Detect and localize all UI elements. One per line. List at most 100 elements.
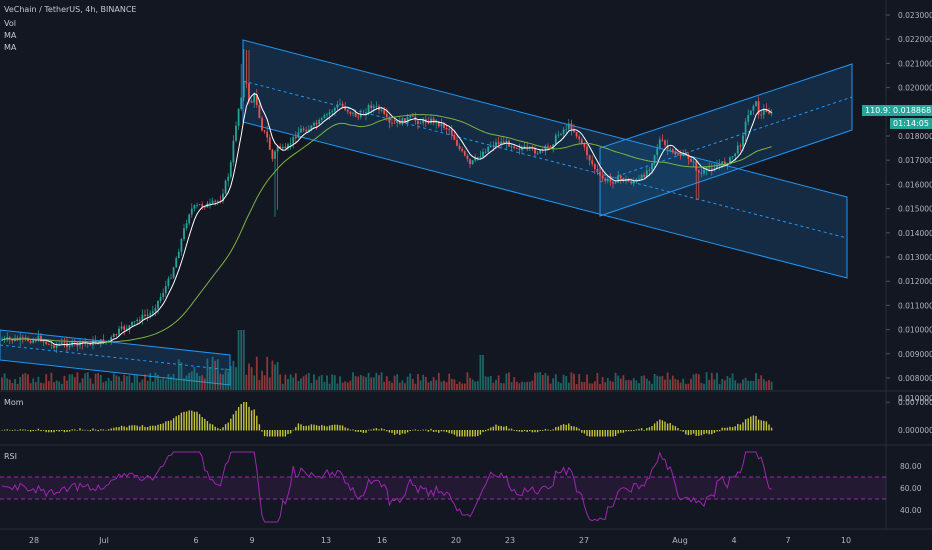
- momentum-bar: [211, 424, 214, 431]
- volume-bar: [97, 373, 100, 390]
- volume-bar: [565, 376, 568, 390]
- volume-bar: [193, 366, 196, 390]
- volume-bar: [398, 382, 401, 390]
- volume-bar: [89, 378, 92, 390]
- momentum-bar: [591, 430, 593, 437]
- candle-body: [183, 228, 185, 240]
- momentum-bar: [721, 427, 723, 431]
- candle-body: [466, 155, 469, 160]
- candle-body: [752, 105, 755, 111]
- candle-body: [586, 146, 588, 156]
- volume-bar: [84, 373, 87, 390]
- candle-body: [456, 139, 458, 146]
- candle-body: [149, 313, 152, 315]
- volume-bar: [627, 379, 630, 390]
- volume-bar: [261, 370, 263, 390]
- momentum-bar: [425, 429, 427, 431]
- candle-body: [557, 134, 560, 136]
- candle-body: [632, 181, 635, 184]
- volume-bar: [656, 375, 659, 390]
- candle-body: [645, 170, 648, 177]
- momentum-bar: [1, 430, 3, 431]
- candle-body: [315, 122, 318, 125]
- volume-bar: [510, 382, 513, 390]
- volume-bar: [716, 372, 718, 390]
- volume-bar: [240, 330, 243, 390]
- candle-body: [664, 140, 666, 146]
- volume-bar: [359, 375, 362, 390]
- momentum-bar: [118, 427, 120, 431]
- momentum-bar: [414, 429, 417, 431]
- candle-body: [708, 167, 711, 169]
- indicator-vol[interactable]: Vol: [4, 19, 16, 28]
- momentum-bar: [378, 429, 380, 431]
- candle-body: [500, 141, 503, 144]
- volume-bar: [471, 379, 474, 390]
- candle-body: [669, 149, 672, 150]
- volume-bar: [508, 372, 510, 390]
- volume-bar: [619, 378, 622, 390]
- volume-bar: [11, 382, 14, 390]
- volume-bar: [570, 372, 573, 390]
- candle-body: [437, 120, 440, 127]
- candle-body: [515, 148, 518, 149]
- candle-body: [253, 94, 256, 103]
- momentum-bar: [575, 427, 578, 431]
- price-tick-label: 0.012000: [898, 277, 932, 286]
- candle-body: [692, 161, 695, 163]
- symbol-title[interactable]: VeChain / TetherUS, 4h, BINANCE: [4, 5, 137, 14]
- volume-bar: [367, 372, 370, 390]
- candle-body: [417, 120, 419, 124]
- candle-body: [703, 170, 705, 174]
- momentum-bar: [50, 430, 53, 433]
- momentum-bar: [37, 428, 40, 431]
- volume-bar: [346, 382, 349, 390]
- volume-bar: [531, 380, 534, 390]
- candle-body: [107, 340, 110, 342]
- rsi-pane-title[interactable]: RSI: [4, 452, 17, 461]
- indicator-ma-2[interactable]: MA: [4, 43, 17, 52]
- volume-bar: [268, 377, 271, 390]
- momentum-bar: [105, 429, 107, 431]
- volume-bar: [578, 373, 581, 390]
- indicator-ma-1[interactable]: MA: [4, 31, 17, 40]
- momentum-bar: [718, 430, 721, 432]
- momentum-bar: [495, 424, 497, 431]
- momentum-bar: [747, 418, 749, 431]
- time-axis-label: 10: [841, 536, 851, 545]
- momentum-bar: [84, 429, 86, 431]
- candle-body: [458, 145, 461, 150]
- momentum-bar: [448, 430, 450, 434]
- volume-bar: [752, 380, 755, 390]
- mom-pane-title[interactable]: Mom: [4, 398, 24, 407]
- candle-body: [463, 151, 466, 156]
- momentum-bar: [588, 430, 591, 437]
- volume-bar: [406, 376, 409, 390]
- momentum-bar: [107, 429, 110, 431]
- momentum-bar: [24, 429, 27, 431]
- candle-body: [336, 104, 339, 108]
- candle-body: [497, 142, 500, 144]
- momentum-bar: [731, 427, 734, 431]
- momentum-bar: [331, 424, 333, 431]
- volume-bar: [94, 373, 97, 390]
- momentum-bar: [48, 430, 50, 433]
- momentum-bar: [102, 429, 105, 431]
- momentum-bar: [126, 427, 128, 431]
- candle-body: [609, 179, 612, 182]
- volume-bar: [281, 383, 284, 390]
- volume-bar: [708, 380, 711, 390]
- momentum-bar: [188, 410, 190, 431]
- momentum-bar: [430, 428, 432, 431]
- candle-body: [596, 169, 599, 173]
- candle-body: [422, 119, 425, 123]
- volume-bar: [180, 362, 183, 390]
- momentum-bar: [71, 429, 73, 431]
- candle-body: [185, 223, 188, 229]
- volume-bar: [742, 379, 744, 390]
- volume-bar: [593, 381, 596, 390]
- momentum-bar: [237, 407, 240, 431]
- volume-bar: [700, 382, 703, 390]
- rsi-band: [0, 477, 886, 499]
